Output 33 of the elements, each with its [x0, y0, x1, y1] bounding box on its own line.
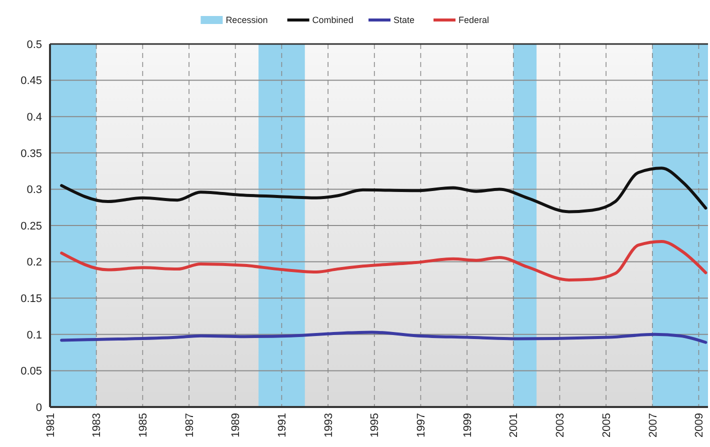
y-tick-label: 0.35: [20, 148, 42, 160]
x-tick-label: 1999: [462, 413, 474, 438]
x-tick-label: 2007: [647, 413, 660, 438]
y-tick-label: 0: [36, 402, 42, 414]
y-tick-label: 0.2: [26, 256, 42, 269]
legend-label: State: [394, 15, 415, 26]
x-tick-label: 2001: [508, 413, 520, 438]
y-tick-label: 0.05: [20, 366, 42, 378]
x-tick-label: 1993: [322, 413, 335, 438]
x-tick-label: 1989: [230, 413, 242, 438]
legend-label: Combined: [312, 15, 354, 26]
x-tick-label: 2005: [600, 413, 613, 438]
line-series: [60, 330, 708, 344]
legend-label: Federal: [458, 15, 490, 26]
x-tick-label: 1987: [184, 413, 196, 438]
x-tick-label: 1981: [44, 413, 57, 438]
legend-label: Recession: [226, 15, 268, 26]
y-tick-label: 0.3: [26, 184, 42, 196]
y-tick-label: 0.15: [20, 292, 42, 305]
x-tick-label: 2009: [694, 413, 706, 438]
x-tick-label: 1995: [369, 413, 382, 438]
line-series: [60, 240, 708, 282]
y-tick-label: 0.5: [26, 38, 42, 51]
x-tick-label: 1983: [91, 413, 104, 438]
line-series: [60, 166, 708, 214]
y-tick-label: 0.45: [20, 75, 42, 88]
x-tick-label: 2003: [554, 413, 567, 438]
x-tick-label: 1991: [276, 413, 289, 438]
y-tick-label: 0.25: [20, 220, 42, 232]
x-tick-label: 1997: [416, 413, 428, 438]
y-tick-label: 0.1: [26, 329, 42, 342]
y-tick-label: 0.4: [26, 111, 42, 124]
x-tick-label: 1985: [138, 413, 150, 438]
